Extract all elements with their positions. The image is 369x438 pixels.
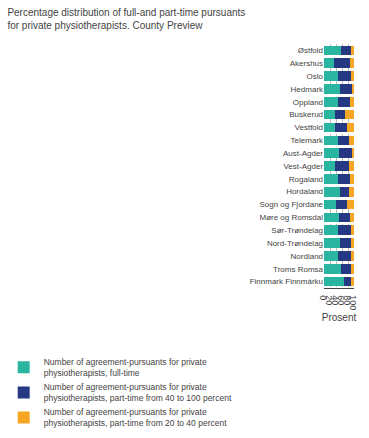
svg-text:Sør-Trøndelag: Sør-Trøndelag bbox=[271, 226, 323, 235]
svg-text:Percentage distribution of ful: Percentage distribution of full-and part… bbox=[7, 7, 245, 31]
svg-text:Oslo: Oslo bbox=[307, 72, 324, 81]
svg-text:Akershus: Akershus bbox=[290, 59, 323, 68]
svg-text:Nordland: Nordland bbox=[291, 252, 323, 261]
svg-text:Number of agreement-pursuants: Number of agreement-pursuants for privat… bbox=[44, 357, 207, 378]
svg-text:Number of agreement-pursuants: Number of agreement-pursuants for privat… bbox=[44, 382, 232, 403]
svg-text:Hordaland: Hordaland bbox=[286, 187, 323, 196]
svg-text:Aust-Agder: Aust-Agder bbox=[283, 149, 323, 158]
svg-text:Vest-Agder: Vest-Agder bbox=[283, 162, 323, 171]
svg-text:Vestfold: Vestfold bbox=[295, 123, 323, 132]
svg-text:Finnmark Finnmárku: Finnmark Finnmárku bbox=[250, 277, 323, 286]
svg-text:Prosent: Prosent bbox=[322, 312, 357, 323]
svg-text:Telemark: Telemark bbox=[291, 136, 324, 145]
svg-text:Sogn og Fjordane: Sogn og Fjordane bbox=[259, 200, 323, 209]
svg-text:Oppland: Oppland bbox=[293, 98, 323, 107]
svg-text:Østfold: Østfold bbox=[298, 46, 323, 55]
svg-text:20: 20 bbox=[324, 295, 334, 305]
svg-text:Buskerud: Buskerud bbox=[289, 110, 323, 119]
svg-text:100: 100 bbox=[347, 295, 357, 310]
svg-text:Nord-Trøndelag: Nord-Trøndelag bbox=[267, 239, 323, 248]
svg-text:Rogaland: Rogaland bbox=[289, 175, 323, 184]
svg-text:60: 60 bbox=[336, 295, 346, 305]
svg-text:80: 80 bbox=[342, 295, 352, 305]
svg-text:Troms Romsa: Troms Romsa bbox=[273, 265, 323, 274]
svg-text:Number of agreement-pursuants: Number of agreement-pursuants for privat… bbox=[44, 407, 227, 428]
svg-text:Hedmark: Hedmark bbox=[291, 85, 324, 94]
svg-text:0: 0 bbox=[318, 295, 328, 300]
svg-text:Møre og Romsdal: Møre og Romsdal bbox=[259, 213, 323, 222]
svg-text:40: 40 bbox=[330, 295, 340, 305]
